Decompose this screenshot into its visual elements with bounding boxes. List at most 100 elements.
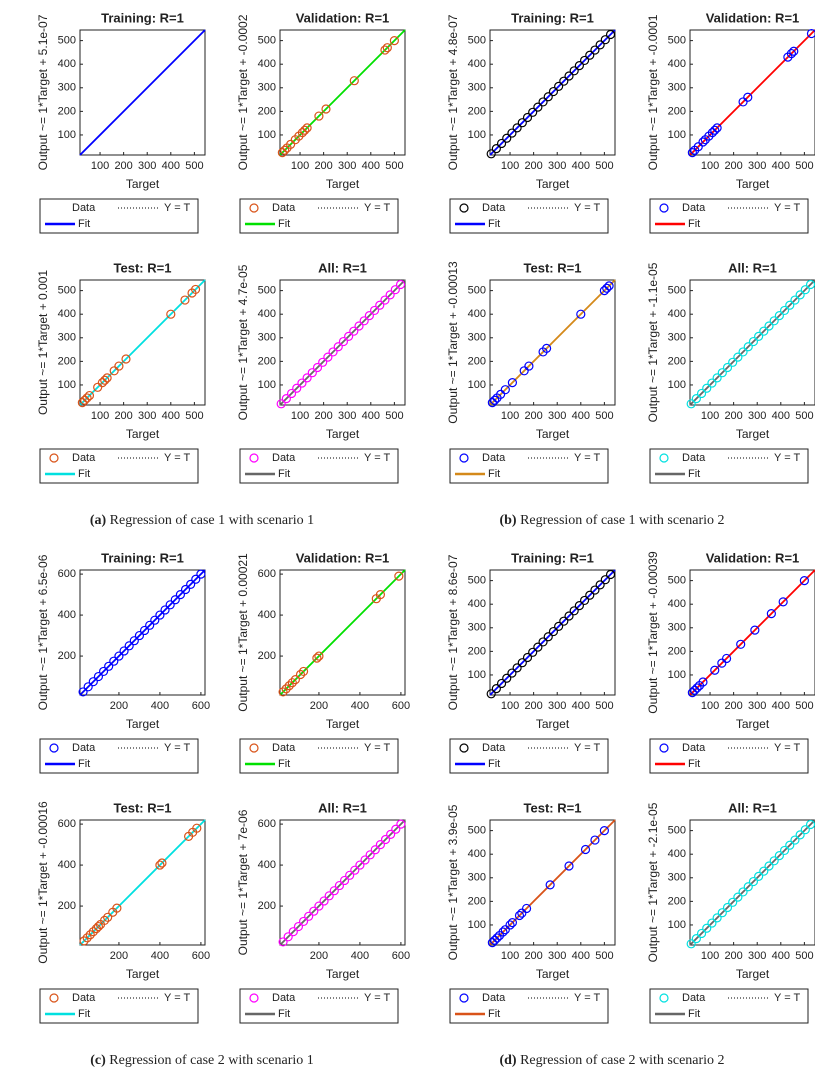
data-point xyxy=(150,615,160,625)
data-point xyxy=(93,921,104,932)
data-point xyxy=(278,937,288,947)
data-point xyxy=(500,925,510,935)
data-point xyxy=(496,678,507,689)
y-tick-label: 300 xyxy=(258,332,276,344)
data-point xyxy=(554,621,564,631)
data-point xyxy=(84,390,95,401)
data-point xyxy=(542,343,552,353)
data-point xyxy=(505,920,515,930)
data-point xyxy=(382,43,392,53)
data-point xyxy=(702,923,712,933)
x-tick-label: 500 xyxy=(185,410,203,422)
legend-label: Fit xyxy=(488,758,500,770)
data-point xyxy=(605,29,616,40)
data-point xyxy=(295,669,306,680)
data-point xyxy=(502,673,512,683)
x-tick-label: 300 xyxy=(548,700,566,712)
y-axis-label: Output ~= 1*Target + 0.001 xyxy=(36,270,50,415)
data-point xyxy=(599,826,609,836)
data-point xyxy=(121,354,131,364)
y-tick-label: 500 xyxy=(58,285,76,297)
y-tick-label: 200 xyxy=(58,105,76,117)
legend xyxy=(649,738,809,774)
data-point xyxy=(293,921,304,932)
data-point xyxy=(795,290,805,300)
data-point xyxy=(389,36,399,46)
data-point xyxy=(600,575,610,585)
x-tick-label: 300 xyxy=(548,950,566,962)
x-tick-label: 600 xyxy=(392,950,410,962)
y-tick-label: 100 xyxy=(468,919,486,931)
data-point xyxy=(145,620,155,630)
data-point xyxy=(192,823,202,833)
x-tick-label: 100 xyxy=(701,410,719,422)
x-tick-label: 200 xyxy=(314,160,332,172)
legend-label: Data xyxy=(72,992,96,1004)
data-point xyxy=(487,398,497,408)
legend-label: Y = T xyxy=(774,452,800,464)
legend-symbol xyxy=(459,203,469,213)
x-tick-label: 400 xyxy=(572,410,590,422)
x-tick-label: 300 xyxy=(548,410,566,422)
data-point xyxy=(554,81,564,91)
x-axis-label: Target xyxy=(126,967,160,981)
chart-title: All: R=1 xyxy=(318,800,367,815)
legend-label: Fit xyxy=(688,218,700,230)
legend xyxy=(39,448,199,484)
legend xyxy=(239,198,399,234)
caption-label: (b) xyxy=(499,513,516,528)
data-point xyxy=(799,576,809,586)
data-point xyxy=(109,366,119,376)
fit-line xyxy=(79,29,206,156)
data-point xyxy=(590,835,600,845)
legend-label: Y = T xyxy=(774,742,800,754)
legend-symbol xyxy=(249,743,259,753)
legend-label: Fit xyxy=(688,758,700,770)
data-point xyxy=(380,45,390,55)
data-point xyxy=(743,882,753,892)
legend-label: Fit xyxy=(488,218,500,230)
data-point xyxy=(522,112,533,123)
y-tick-label: 400 xyxy=(468,58,486,70)
data-point xyxy=(93,671,104,682)
legend-label: Fit xyxy=(278,758,290,770)
y-axis-label: Output ~= 1*Target + 7e-06 xyxy=(236,809,250,955)
data-point xyxy=(528,647,538,657)
data-point xyxy=(602,283,612,293)
y-tick-label: 500 xyxy=(668,825,686,837)
data-point xyxy=(774,851,784,861)
data-point xyxy=(319,896,329,906)
data-point xyxy=(286,388,297,399)
y-tick-label: 100 xyxy=(258,379,276,391)
legend-symbol xyxy=(659,453,669,463)
legend xyxy=(239,988,399,1024)
caption-text: Regression of case 1 with scenario 2 xyxy=(517,513,725,528)
data-point xyxy=(498,927,508,937)
chart-title: Validation: R=1 xyxy=(706,550,800,565)
y-tick-label: 200 xyxy=(668,895,686,907)
fit-line xyxy=(689,569,815,696)
data-point xyxy=(517,658,527,668)
y-tick-label: 500 xyxy=(468,575,486,587)
x-tick-label: 400 xyxy=(572,160,590,172)
legend-label: Data xyxy=(72,202,96,214)
data-point xyxy=(297,378,307,388)
data-point xyxy=(687,688,697,698)
data-point xyxy=(795,830,805,840)
chart-title: All: R=1 xyxy=(318,260,367,275)
y-tick-label: 200 xyxy=(468,105,486,117)
data-point xyxy=(702,383,712,393)
data-point xyxy=(196,569,206,579)
data-point xyxy=(314,901,324,911)
x-tick-label: 500 xyxy=(185,160,203,172)
x-tick-label: 400 xyxy=(162,410,180,422)
y-tick-label: 600 xyxy=(58,818,76,830)
data-point xyxy=(78,687,88,697)
data-point xyxy=(687,148,697,158)
x-tick-label: 400 xyxy=(351,950,369,962)
data-point xyxy=(790,295,800,305)
y-tick-label: 400 xyxy=(58,308,76,320)
x-tick-label: 100 xyxy=(701,950,719,962)
data-point xyxy=(691,934,701,944)
y-tick-label: 400 xyxy=(668,58,686,70)
